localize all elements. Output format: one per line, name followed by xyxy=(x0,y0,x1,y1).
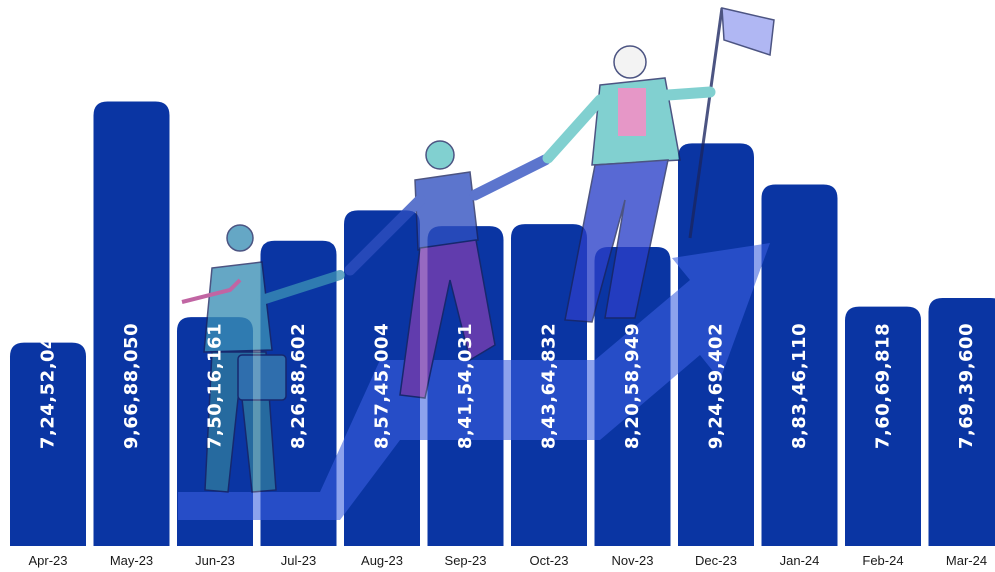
x-tick-Nov-23: Nov-23 xyxy=(612,553,654,568)
bars-layer xyxy=(10,101,995,546)
x-tick-Jan-24: Jan-24 xyxy=(780,553,820,568)
x-axis-ticks: Apr-23 May-23 Jun-23 Jul-23 Aug-23 Sep-23 Oct-… xyxy=(28,553,987,568)
x-tick-May-23: May-23 xyxy=(110,553,153,568)
data-label-Jul-23: 8,26,88,602 xyxy=(288,323,309,449)
data-label-Mar-24: 7,69,39,600 xyxy=(956,323,977,449)
bar-Feb-24 xyxy=(845,306,921,546)
person-with-briefcase-icon xyxy=(181,224,345,493)
x-tick-Sep-23: Sep-23 xyxy=(445,553,487,568)
person-middle-icon xyxy=(344,140,551,399)
bar-May-23 xyxy=(93,101,170,546)
x-tick-Jul-23: Jul-23 xyxy=(281,553,316,568)
flag-icon xyxy=(721,7,775,56)
bar-Jul-23 xyxy=(260,240,337,546)
data-label-Sep-23: 8,41,54,031 xyxy=(455,323,476,449)
labels-layer: 7,24,52,041 9,66,88,050 7,50,16,161 8,26,88… xyxy=(38,323,978,449)
data-label-May-23: 9,66,88,050 xyxy=(121,323,142,449)
data-label-Apr-23: 7,24,52,041 xyxy=(38,323,59,449)
x-tick-Dec-23: Dec-23 xyxy=(695,553,737,568)
bar-Apr-23 xyxy=(10,342,86,546)
x-tick-Jun-23: Jun-23 xyxy=(195,553,235,568)
data-label-Feb-24: 7,60,69,818 xyxy=(873,323,894,449)
person-flag-holder-icon xyxy=(542,45,716,323)
rising-arrow-icon xyxy=(178,243,770,520)
climbing-team-illustration xyxy=(178,7,775,520)
data-label-Jun-23: 7,50,16,161 xyxy=(205,323,226,449)
data-label-Dec-23: 9,24,69,402 xyxy=(706,323,727,449)
data-label-Aug-23: 8,57,45,004 xyxy=(372,323,393,449)
bar-Mar-24 xyxy=(928,297,995,546)
bar-Jan-24 xyxy=(761,184,838,546)
data-label-Jan-24: 8,83,46,110 xyxy=(789,323,810,449)
x-tick-Oct-23: Oct-23 xyxy=(529,553,568,568)
x-tick-Aug-23: Aug-23 xyxy=(361,553,403,568)
x-tick-Mar-24: Mar-24 xyxy=(946,553,987,568)
data-label-Oct-23: 8,43,64,832 xyxy=(539,323,560,449)
x-tick-Feb-24: Feb-24 xyxy=(862,553,903,568)
flag-pole-icon xyxy=(688,7,724,239)
x-tick-Apr-23: Apr-23 xyxy=(28,553,67,568)
data-label-Nov-23: 8,20,58,949 xyxy=(622,323,643,449)
